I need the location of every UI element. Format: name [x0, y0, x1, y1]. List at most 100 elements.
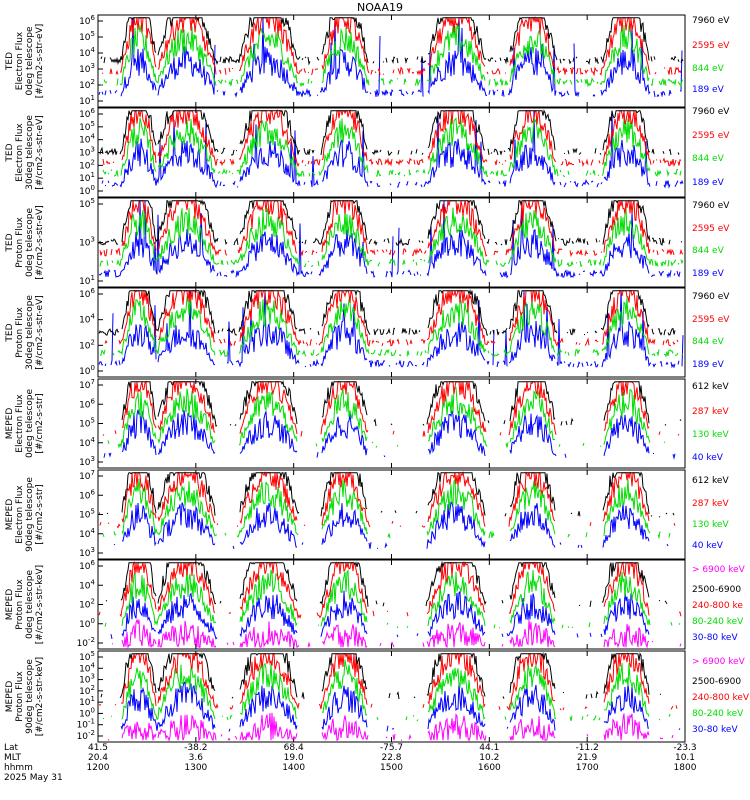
trace-7960-ev [100, 16, 684, 66]
ylabel-line: Proton Flux [15, 307, 25, 358]
ylabel-line: 30deg telescope [25, 295, 35, 370]
y-tick-label: 104 [79, 661, 95, 674]
panel-1-ylabel: TEDElectron Flux0deg telescope[#/cm2-s-s… [5, 24, 45, 99]
y-tick-label: 106 [79, 559, 95, 572]
legend-entry: 2595 eV [692, 224, 730, 234]
y-tick-label: 105 [79, 417, 95, 430]
ylabel-line: [#/cm2-s-str-eV] [35, 295, 45, 370]
trace-130-kev [103, 479, 682, 538]
ylabel-line: 0deg telescope [25, 26, 35, 96]
y-tick-label: 104 [79, 436, 95, 449]
legend-entry: 30-80 keV [692, 725, 738, 735]
legend-entry: 287 keV [692, 499, 729, 509]
legend-entry: 189 eV [692, 178, 725, 188]
y-tick-label: 10-1 [77, 718, 95, 731]
y-tick-label: 105 [79, 197, 95, 210]
panel-4-traces [99, 291, 683, 369]
trace-189-ev [98, 17, 683, 98]
ylabel-line: 0deg telescope [25, 570, 35, 640]
y-tick-label: 103 [79, 62, 95, 75]
panel-5-traces [103, 382, 683, 458]
y-tick-label: 104 [79, 313, 95, 326]
y-tick-label: 104 [79, 578, 95, 591]
y-tick-label: 100 [79, 706, 95, 719]
ylabel-line: MEPED [5, 499, 15, 531]
x-hhmm-value: 1300 [184, 763, 207, 773]
legend-entry: 844 eV [692, 246, 725, 256]
ylabel-line: Proton Flux [15, 671, 25, 722]
panel-6-frame [97, 469, 686, 560]
legend-entry: 130 keV [692, 430, 729, 440]
trace-287-kev [100, 473, 678, 528]
legend-entry: 130 keV [692, 520, 729, 530]
y-tick-label: 105 [79, 30, 95, 43]
x-mlt-value: 22.8 [381, 753, 401, 763]
y-tick-label: 100 [79, 617, 95, 630]
legend-entry: 30-80 keV [692, 633, 738, 643]
ylabel-line: TED [5, 323, 15, 342]
x-row-label: MLT [4, 753, 22, 763]
y-tick-label: 106 [79, 488, 95, 501]
x-hhmm-value: 1600 [478, 763, 501, 773]
panel-4-ylabel: TEDProton Flux30deg telescope[#/cm2-s-st… [5, 295, 45, 370]
x-row-label: 2025 May 31 [4, 773, 63, 783]
y-tick-label: 103 [79, 546, 95, 559]
ylabel-line: [#/cm2-s-str-keV] [35, 657, 45, 736]
ylabel-line: 90deg telescope [25, 477, 35, 552]
y-tick-label: 103 [79, 146, 95, 159]
panel-5-ylabel: MEPEDElectron Flux0deg telescope[#/cm2-s… [5, 389, 45, 459]
panel-3: 101 103 105 TEDProton Flux0deg telescope[#/… [5, 197, 730, 288]
legend-entry: 80-240 keV [692, 617, 744, 627]
x-hhmm-value: 1800 [674, 763, 697, 773]
x-hhmm-value: 1700 [576, 763, 599, 773]
panel-8-ylabel: MEPEDProton Flux90deg telescope[#/cm2-s-… [5, 657, 45, 736]
panel-3-traces [99, 201, 683, 278]
ylabel-line: [#/cm2-s-str-eV] [35, 115, 45, 190]
y-tick-label: 102 [79, 598, 95, 611]
x-row-label: Lat [4, 743, 19, 753]
trace-80-240-kev [103, 660, 681, 721]
ylabel-line: 0deg telescope [25, 208, 35, 278]
x-hhmm-value: 1400 [282, 763, 305, 773]
ylabel-line: TED [5, 52, 15, 71]
y-tick-label: 101 [79, 274, 95, 287]
ylabel-line: Electron Flux [15, 31, 25, 90]
trace-844-ev [99, 207, 684, 268]
x-lat-value: -38.2 [184, 743, 207, 753]
y-tick-label: 107 [79, 378, 95, 391]
x-lat-value: 68.4 [284, 743, 304, 753]
ylabel-line: 30deg telescope [25, 115, 35, 190]
ylabel-line: Proton Flux [15, 217, 25, 268]
legend-entry: 80-240 keV [692, 709, 744, 719]
x-mlt-value: 10.1 [675, 753, 695, 763]
legend-entry: 844 eV [692, 154, 725, 164]
trace-2595-ev [102, 18, 683, 75]
x-mlt-value: 3.6 [189, 753, 204, 763]
legend-entry: 2595 eV [692, 315, 730, 325]
ylabel-line: 90deg telescope [25, 659, 35, 734]
legend-entry: 844 eV [692, 64, 725, 74]
trace-844-ev [102, 117, 682, 178]
trace-287-kev [103, 382, 683, 437]
legend-entry: 2500-6900 [692, 677, 741, 687]
y-tick-label: 10-2 [77, 636, 95, 649]
trace-189-ev [99, 201, 683, 278]
ylabel-line: [#/cm2-s-str] [35, 484, 45, 544]
y-tick-label: 104 [79, 527, 95, 540]
legend-entry: 40 keV [692, 453, 724, 463]
y-tick-label: 101 [79, 695, 95, 708]
ylabel-line: TED [5, 233, 15, 252]
y-tick-label: 102 [79, 78, 95, 91]
trace-240-800-ke [98, 560, 682, 620]
legend-entry: 189 eV [692, 85, 725, 95]
panel-6: 103 104 105 106 107 MEPEDElectron Flux90deg t… [5, 469, 729, 560]
panel-2-traces [100, 111, 683, 189]
ylabel-line: TED [5, 143, 15, 162]
x-lat-value: 41.5 [88, 743, 108, 753]
panel-7-frame [97, 559, 686, 650]
panel-3-ylabel: TEDProton Flux0deg telescope[#/cm2-s-str… [5, 205, 45, 280]
legend-entry: 844 eV [692, 337, 725, 347]
legend-entry: 7960 eV [692, 201, 730, 211]
